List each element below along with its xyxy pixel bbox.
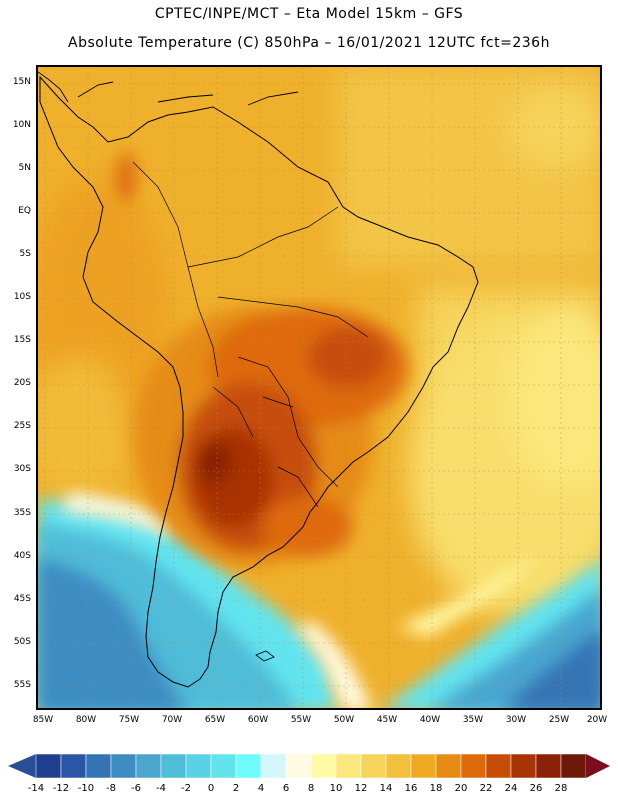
colorbar-cell (185, 753, 212, 779)
colorbar-tick-label: 28 (554, 783, 568, 794)
lat-label: 35S (13, 508, 31, 518)
lon-label: 25W (548, 715, 570, 725)
lat-label: 10N (12, 120, 31, 130)
colorbar-tick-label: 0 (207, 783, 215, 794)
graticule (38, 67, 600, 708)
colorbar-tick-label: -8 (106, 783, 116, 794)
lon-label: 50W (333, 715, 355, 725)
colorbar-tick-label: -14 (27, 783, 45, 794)
central-america-coastline (38, 71, 299, 106)
colorbar-tick-label: 10 (329, 783, 343, 794)
colorbar-tick-label: 20 (454, 783, 468, 794)
colorbar-cell (510, 753, 537, 779)
lat-label: EQ (18, 206, 31, 216)
lat-label: 40S (13, 551, 31, 561)
temperature-map (36, 65, 602, 710)
colorbar-cell (60, 753, 87, 779)
colorbar-cell (260, 753, 287, 779)
country-borders (132, 161, 369, 508)
lat-label: 45S (13, 594, 31, 604)
lon-label: 75W (118, 715, 140, 725)
colorbar-tick-label: -4 (156, 783, 166, 794)
colorbar-cell (285, 753, 312, 779)
lat-label: 5N (18, 163, 31, 173)
colorbar-tick-label: 14 (379, 783, 393, 794)
south-america-coastline (39, 75, 479, 688)
colorbar-cell (110, 753, 137, 779)
colorbar-tick-label: -10 (77, 783, 95, 794)
colorbar-cell (360, 753, 387, 779)
colorbar-over-arrow (586, 754, 610, 778)
colorbar (8, 753, 610, 779)
colorbar-cell (435, 753, 462, 779)
colorbar-tick-label: 24 (504, 783, 518, 794)
lon-label: 55W (290, 715, 312, 725)
colorbar-tick-label: -2 (181, 783, 191, 794)
colorbar-cell (535, 753, 562, 779)
colorbar-tick-label: 16 (404, 783, 418, 794)
lat-label: 10S (13, 292, 31, 302)
cold-ocean-layer (38, 492, 600, 708)
colorbar-tick-label: 6 (282, 783, 290, 794)
lat-label: 5S (19, 249, 31, 259)
colorbar-cell (235, 753, 262, 779)
map-title-line1: CPTEC/INPE/MCT – Eta Model 15km – GFS (154, 6, 464, 22)
colorbar-tick-label: 8 (307, 783, 315, 794)
colorbar-tick-label: 4 (257, 783, 265, 794)
colorbar-cell (85, 753, 112, 779)
lon-label: 40W (419, 715, 441, 725)
colorbar-tick-label: 12 (354, 783, 368, 794)
map-canvas (38, 67, 600, 708)
lon-label: 35W (462, 715, 484, 725)
falklands-islands (255, 650, 275, 662)
colorbar-tick-label: -6 (131, 783, 141, 794)
lon-label: 80W (75, 715, 97, 725)
colorbar-tick-label: 18 (429, 783, 443, 794)
colorbar-cell (310, 753, 337, 779)
lon-label: 60W (247, 715, 269, 725)
colorbar-cell (385, 753, 412, 779)
lon-label: 20W (586, 715, 608, 725)
lat-label: 15S (13, 335, 31, 345)
colorbar-cells (35, 753, 587, 779)
colorbar-cell (210, 753, 237, 779)
map-title-line2: Absolute Temperature (C) 850hPa – 16/01/… (68, 35, 550, 51)
lon-label: 85W (32, 715, 54, 725)
lon-label: 70W (161, 715, 183, 725)
lat-label: 20S (13, 378, 31, 388)
colorbar-cell (335, 753, 362, 779)
lon-label: 45W (376, 715, 398, 725)
colorbar-cell (35, 753, 62, 779)
colorbar-cell (560, 753, 587, 779)
colorbar-tick-label: 26 (529, 783, 543, 794)
colorbar-cell (485, 753, 512, 779)
lat-label: 30S (13, 464, 31, 474)
colorbar-cell (135, 753, 162, 779)
colorbar-under-arrow (8, 754, 36, 778)
lat-label: 25S (13, 421, 31, 431)
lat-label: 55S (13, 680, 31, 690)
lat-label: 15N (12, 77, 31, 87)
colorbar-tick-label: 22 (479, 783, 493, 794)
colorbar-tick-label: -12 (52, 783, 70, 794)
colorbar-tick-label: 2 (232, 783, 240, 794)
lon-label: 30W (505, 715, 527, 725)
colorbar-cell (460, 753, 487, 779)
lon-label: 65W (204, 715, 226, 725)
lat-label: 50S (13, 637, 31, 647)
colorbar-cell (410, 753, 437, 779)
colorbar-cell (160, 753, 187, 779)
